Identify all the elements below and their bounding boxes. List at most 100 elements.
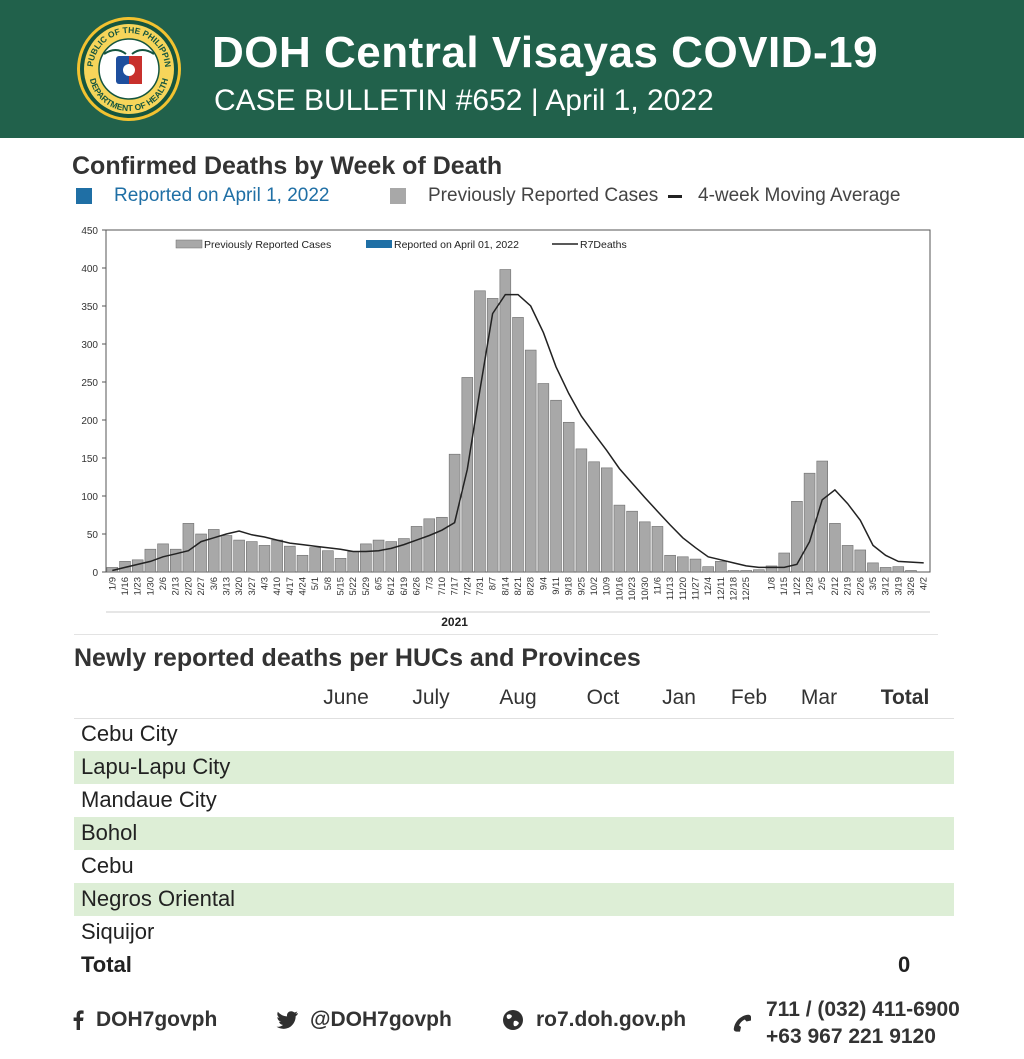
x-tick-label: 12/4: [703, 577, 714, 596]
x-tick-label: 2/20: [183, 577, 194, 596]
x-tick-label: 3/20: [234, 577, 245, 596]
x-tick-label: 4/10: [272, 577, 283, 596]
x-tick-label: 6/26: [412, 577, 423, 596]
bar-previous: [715, 561, 727, 573]
bar-previous: [385, 541, 397, 573]
col-head-july: July: [412, 686, 450, 709]
legend-swatch-gray: [390, 188, 406, 204]
x-tick-label: 10/2: [589, 577, 600, 596]
legend-previous-label: Previously Reported Cases: [428, 185, 659, 206]
legend-moving-average: 4-week Moving Average: [668, 185, 900, 207]
bar-previous: [334, 558, 347, 573]
bar-previous: [816, 460, 828, 573]
bar-previous: [347, 551, 359, 573]
bar-previous: [575, 448, 588, 573]
footer-twitter[interactable]: @DOH7govph: [276, 1008, 452, 1032]
bar-previous: [829, 523, 841, 573]
y-tick-label: 100: [81, 492, 98, 503]
legend-reported: Reported on April 1, 2022: [76, 185, 330, 207]
bar-previous: [220, 535, 233, 573]
x-tick-label: 7/10: [437, 577, 448, 596]
bar-previous: [550, 399, 562, 573]
bar-previous: [423, 518, 436, 573]
x-tick-label: 4/2: [919, 577, 930, 590]
x-tick-label: 3/19: [893, 577, 904, 596]
x-tick-label: 8/21: [513, 577, 524, 596]
row-label: Mandaue City: [81, 787, 217, 812]
bar-previous: [410, 526, 423, 573]
chart-title: Confirmed Deaths by Week of Death: [72, 152, 503, 180]
y-tick-label: 450: [81, 226, 98, 237]
y-tick-label: 250: [81, 378, 98, 389]
x-tick-label: 1/22: [792, 577, 803, 596]
x-tick-label: 3/6: [209, 577, 220, 590]
y-tick-label: 300: [81, 340, 98, 351]
bulletin-title: DOH Central Visayas COVID-19: [212, 28, 879, 77]
x-tick-label: 10/30: [640, 577, 651, 601]
bar-previous: [208, 529, 220, 573]
legend-previous: Previously Reported Cases: [390, 185, 658, 207]
bar-previous: [169, 548, 182, 573]
footer-website[interactable]: ro7.doh.gov.ph: [502, 1008, 686, 1032]
bar-previous: [892, 566, 905, 573]
x-tick-label: 1/30: [145, 577, 156, 596]
bar-previous: [613, 504, 626, 573]
section-divider: [74, 634, 938, 635]
phone-icon: [733, 1014, 751, 1032]
row-label: Cebu City: [81, 721, 178, 746]
bar-previous: [157, 543, 169, 573]
facebook-icon: [73, 1010, 84, 1030]
bar-previous: [689, 558, 702, 573]
x-tick-label: 5/1: [310, 577, 321, 590]
bar-previous: [461, 377, 474, 573]
x-tick-label: 1/16: [120, 577, 131, 596]
doh-seal-icon: REPUBLIC OF THE PHILIPPINES DEPARTMENT O…: [76, 16, 181, 121]
row-label: Lapu-Lapu City: [81, 754, 231, 779]
x-tick-label: 8/7: [488, 577, 499, 590]
x-tick-label: 5/29: [361, 577, 372, 596]
bar-previous: [639, 521, 651, 573]
bulletin-subtitle: CASE BULLETIN #652 | April 1, 2022: [214, 84, 714, 117]
x-tick-label: 4/3: [260, 577, 271, 590]
x-tick-label: 2/6: [158, 577, 169, 590]
x-tick-label: 11/6: [652, 577, 663, 595]
row-label: Bohol: [81, 820, 138, 845]
footer-phone[interactable]: 711 / (032) 411-6900 +63 967 221 9120: [732, 996, 960, 1050]
bar-previous: [588, 461, 600, 573]
bar-previous: [284, 545, 296, 573]
inner-legend-reported: Reported on April 01, 2022: [394, 239, 519, 251]
x-tick-label: 3/27: [247, 577, 258, 596]
header-banner: REPUBLIC OF THE PHILIPPINES DEPARTMENT O…: [0, 0, 1024, 138]
website-url: ro7.doh.gov.ph: [536, 1008, 687, 1031]
bar-previous: [677, 556, 689, 573]
x-tick-label: 10/23: [627, 577, 638, 601]
table-row: Negros Oriental: [74, 883, 954, 916]
x-tick-label: 10/16: [614, 577, 625, 601]
col-head-jan: Jan: [662, 686, 696, 709]
bar-previous: [765, 565, 778, 573]
footer-facebook[interactable]: DOH7govph: [72, 1008, 217, 1032]
bar-previous: [499, 269, 512, 573]
twitter-handle: @DOH7govph: [310, 1008, 452, 1031]
x-tick-label: 11/27: [691, 577, 702, 600]
inner-legend-swatch-previous: [175, 239, 203, 249]
bar-previous: [360, 543, 372, 573]
table-row: Bohol: [74, 817, 954, 850]
table-row: Siquijor: [74, 916, 954, 949]
bar-previous: [664, 554, 676, 573]
bar-previous: [651, 526, 664, 573]
x-tick-label: 3/5: [868, 577, 879, 590]
bar-previous: [271, 539, 283, 573]
bar-previous: [195, 533, 207, 573]
bar-previous: [626, 510, 638, 573]
table-header-line: [74, 718, 954, 719]
twitter-icon: [276, 1011, 298, 1029]
y-tick-label: 150: [81, 454, 98, 465]
y-tick-label: 350: [81, 302, 98, 313]
y-tick-label: 400: [81, 264, 98, 275]
col-head-oct: Oct: [586, 686, 620, 709]
x-tick-label: 2/5: [817, 577, 828, 590]
bar-previous: [727, 570, 740, 573]
x-tick-label: 3/26: [906, 577, 917, 596]
x-tick-label: 5/15: [336, 577, 347, 596]
